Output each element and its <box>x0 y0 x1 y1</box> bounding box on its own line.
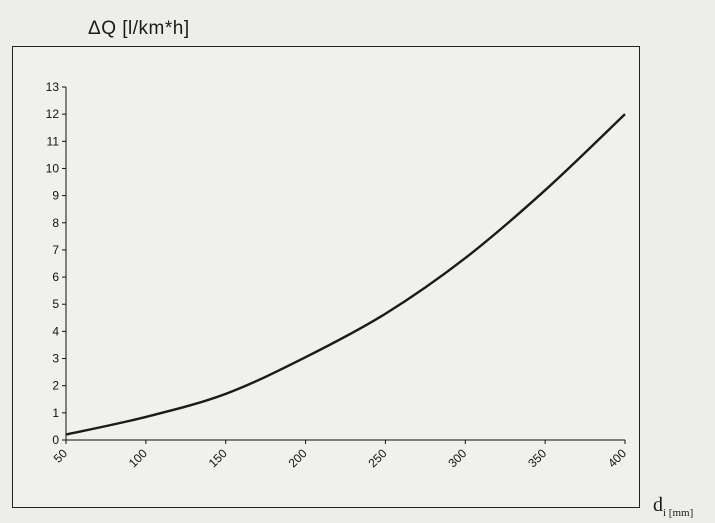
x-tick-label: 250 <box>365 446 389 470</box>
series-line <box>65 113 626 436</box>
y-tick-label: 7 <box>52 243 59 257</box>
chart-frame <box>12 46 640 508</box>
x-tick-label: 150 <box>206 446 230 470</box>
y-tick-label: 9 <box>52 189 59 203</box>
x-tick-label: 400 <box>605 446 629 470</box>
y-tick-label: 3 <box>52 352 59 366</box>
x-tick-label: 350 <box>525 446 549 470</box>
y-tick-label: 1 <box>52 406 59 420</box>
x-axis-label-main: d <box>653 494 663 516</box>
x-tick-label: 100 <box>126 446 150 470</box>
y-tick-label: 2 <box>52 379 59 393</box>
y-tick-label: 6 <box>52 270 59 284</box>
y-tick-label: 0 <box>52 433 59 447</box>
x-ticks: 50 100 150 200 250 300 350 400 <box>51 440 629 470</box>
y-axis-label: ΔQ [l/km*h] <box>88 18 190 39</box>
y-tick-label: 8 <box>52 216 59 230</box>
x-axis-label: di [mm] <box>653 494 693 519</box>
y-tick-label: 12 <box>46 107 60 121</box>
y-tick-label: 10 <box>46 161 60 175</box>
x-tick-label: 200 <box>286 446 310 470</box>
y-tick-label: 4 <box>52 324 59 338</box>
x-tick-label: 50 <box>51 446 71 466</box>
y-tick-label: 5 <box>52 297 59 311</box>
x-axis-label-sub: i [mm] <box>663 507 694 519</box>
y-tick-label: 13 <box>46 80 60 94</box>
y-tick-label: 11 <box>47 134 60 148</box>
x-tick-label: 300 <box>445 446 469 470</box>
